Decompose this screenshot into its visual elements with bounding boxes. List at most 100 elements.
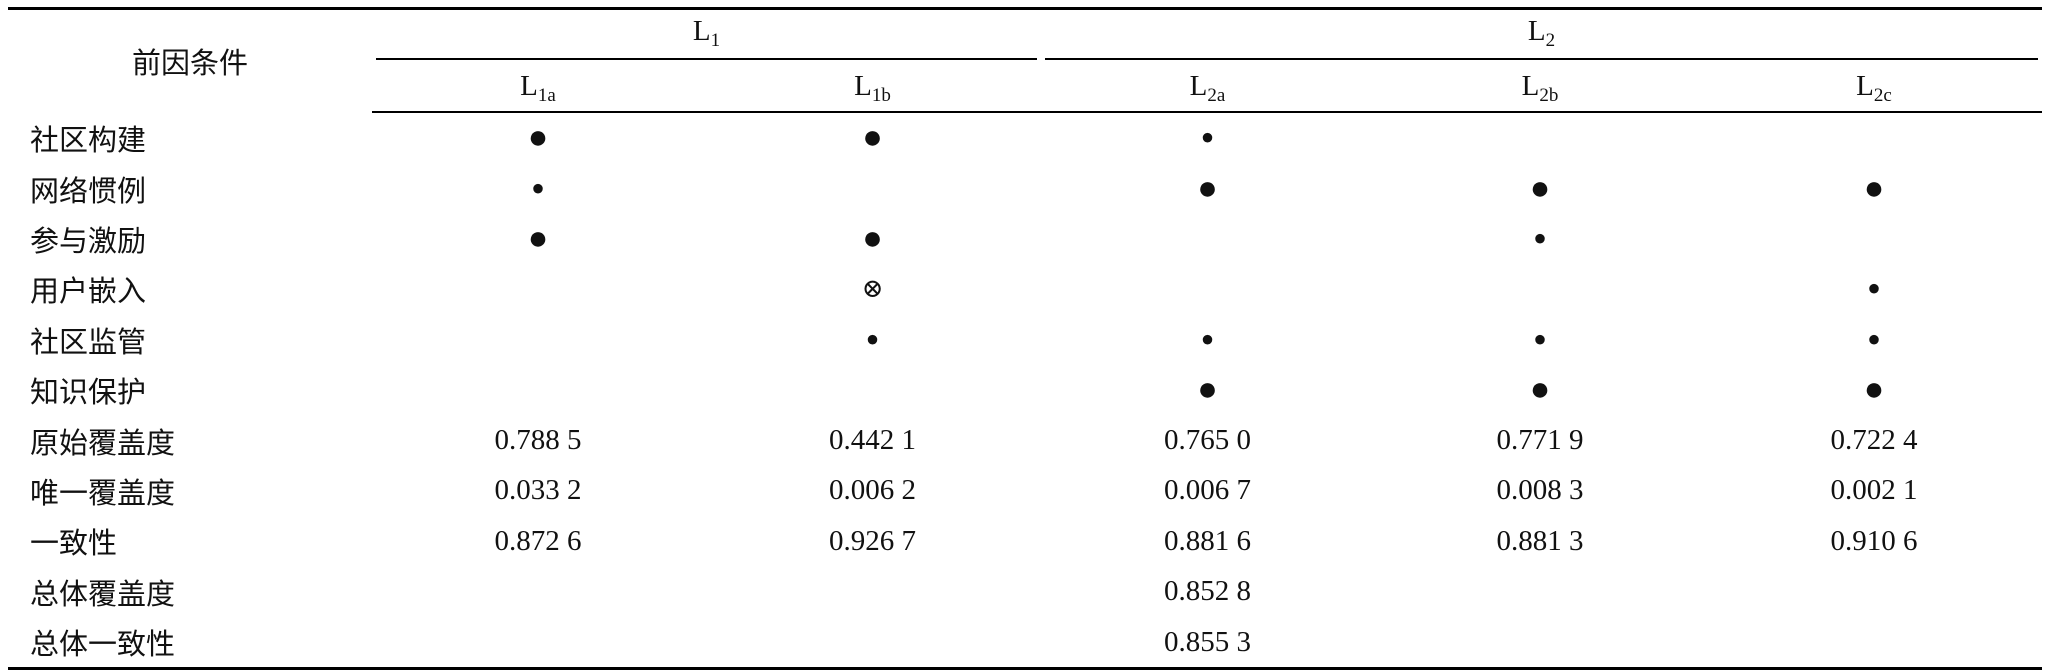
cell: 0.852 8 [1164, 575, 1251, 608]
row-label: 原始覆盖度 [30, 427, 176, 460]
cell [704, 616, 1041, 671]
row: 原始覆盖度 0.788 5 0.442 1 0.765 0 0.771 9 0.722 4 [8, 415, 2042, 465]
cell: ● [1529, 169, 1551, 207]
column-header: L1a [372, 65, 704, 113]
label-sub: 2a [1207, 84, 1226, 106]
cell: • [1200, 316, 1215, 362]
cell [1374, 112, 1706, 163]
cell: 0.765 0 [1164, 424, 1251, 457]
cell: ⊗ [861, 274, 884, 304]
group-header: L2 [1041, 7, 2043, 65]
group-header: L1 [372, 7, 1041, 65]
label-main: L [1527, 15, 1546, 47]
cell: • [1532, 215, 1547, 261]
cell [372, 264, 704, 314]
cell: 0.033 2 [494, 474, 582, 507]
row-label: 总体一致性 [8, 616, 372, 671]
cell [704, 567, 1041, 617]
cell [1706, 214, 2042, 264]
cell: ● [527, 119, 549, 157]
row: 社区监管 • • • • [8, 315, 2042, 365]
row-label: 总体覆盖度 [30, 578, 176, 611]
qca-table: 前因条件 L1 L2 L1a L1b L2a L2b L2c 社区构建 ● ● • 网络惯例 • ● ●… [8, 7, 2043, 671]
label-sub: 1a [537, 84, 556, 106]
cell [372, 567, 704, 617]
label-sub: 2c [1873, 84, 1892, 106]
cell: ● [862, 119, 883, 157]
cell [1706, 112, 2042, 163]
cell: 0.002 1 [1830, 474, 1918, 507]
cell [1041, 264, 1374, 314]
cell: 0.788 5 [494, 424, 582, 457]
cell [1374, 567, 1706, 617]
label-sub: 1b [871, 84, 891, 106]
label-main: L [1189, 69, 1208, 102]
row-label: 网络惯例 [30, 175, 147, 208]
cell: ● [1197, 371, 1218, 409]
cell: • [1200, 115, 1215, 161]
corner-header: 前因条件 [8, 7, 372, 112]
cell: • [1532, 316, 1547, 362]
cell: 0.442 1 [829, 424, 916, 457]
cell: 0.006 7 [1164, 474, 1251, 507]
cell: 0.008 3 [1496, 474, 1584, 507]
cell [1374, 264, 1706, 314]
row-label: 一致性 [30, 528, 118, 561]
row-label: 知识保护 [30, 377, 147, 410]
row-label: 社区构建 [30, 124, 147, 157]
row: 网络惯例 • ● ● ● [8, 163, 2042, 213]
label-sub: 2 [1545, 30, 1556, 51]
cell [372, 616, 704, 671]
cell [704, 365, 1041, 415]
cell [372, 365, 704, 415]
cell [704, 163, 1041, 213]
group-label: L2 [1045, 15, 2039, 60]
cell [372, 315, 704, 365]
label-main: L [854, 69, 872, 102]
row-label: 社区监管 [30, 326, 147, 359]
row: 总体覆盖度 0.852 8 [8, 567, 2042, 617]
row: 社区构建 ● ● • [8, 112, 2042, 163]
cell: ● [862, 219, 883, 257]
column-header: L1b [704, 65, 1041, 113]
cell: 0.006 2 [829, 474, 916, 507]
column-header: L2b [1374, 65, 1706, 113]
row: 参与激励 ● ● • [8, 214, 2042, 264]
label-main: L [520, 69, 538, 102]
row: 唯一覆盖度 0.033 2 0.006 2 0.006 7 0.008 3 0.002 1 [8, 466, 2042, 516]
row: 总体一致性 0.855 3 [8, 616, 2043, 671]
cell [1374, 616, 1706, 671]
group-label: L1 [376, 15, 1037, 60]
cell: 0.926 7 [829, 524, 916, 557]
row-label: 唯一覆盖度 [30, 477, 176, 510]
cell: • [1867, 316, 1882, 362]
cell: • [1867, 266, 1882, 312]
cell [1706, 616, 2043, 671]
row-label: 参与激励 [30, 225, 147, 258]
cell [1041, 214, 1374, 264]
cell: ● [1529, 371, 1551, 409]
label-main: L [692, 15, 711, 47]
cell: 0.872 6 [494, 524, 582, 557]
cell: • [530, 165, 545, 211]
cell: ● [527, 219, 549, 257]
label-sub: 1 [710, 30, 721, 51]
cell [1706, 567, 2042, 617]
row: 知识保护 ● ● ● [8, 365, 2042, 415]
cell: 0.771 9 [1496, 424, 1584, 457]
cell: 0.910 6 [1830, 524, 1918, 557]
label-main: L [1521, 69, 1540, 102]
cell: ● [1863, 169, 1885, 207]
column-header: L2c [1706, 65, 2043, 113]
row: 一致性 0.872 6 0.926 7 0.881 6 0.881 3 0.910 6 [8, 516, 2042, 566]
label-main: L [1856, 69, 1874, 102]
cell: • [865, 316, 880, 362]
cell: ● [1863, 371, 1885, 409]
label-sub: 2b [1539, 84, 1559, 106]
cell: 0.881 3 [1496, 524, 1584, 557]
column-header: L2a [1041, 65, 1374, 113]
row: 用户嵌入 ⊗ • [8, 264, 2042, 314]
cell: 0.881 6 [1164, 524, 1251, 557]
cell: 0.722 4 [1830, 424, 1918, 457]
